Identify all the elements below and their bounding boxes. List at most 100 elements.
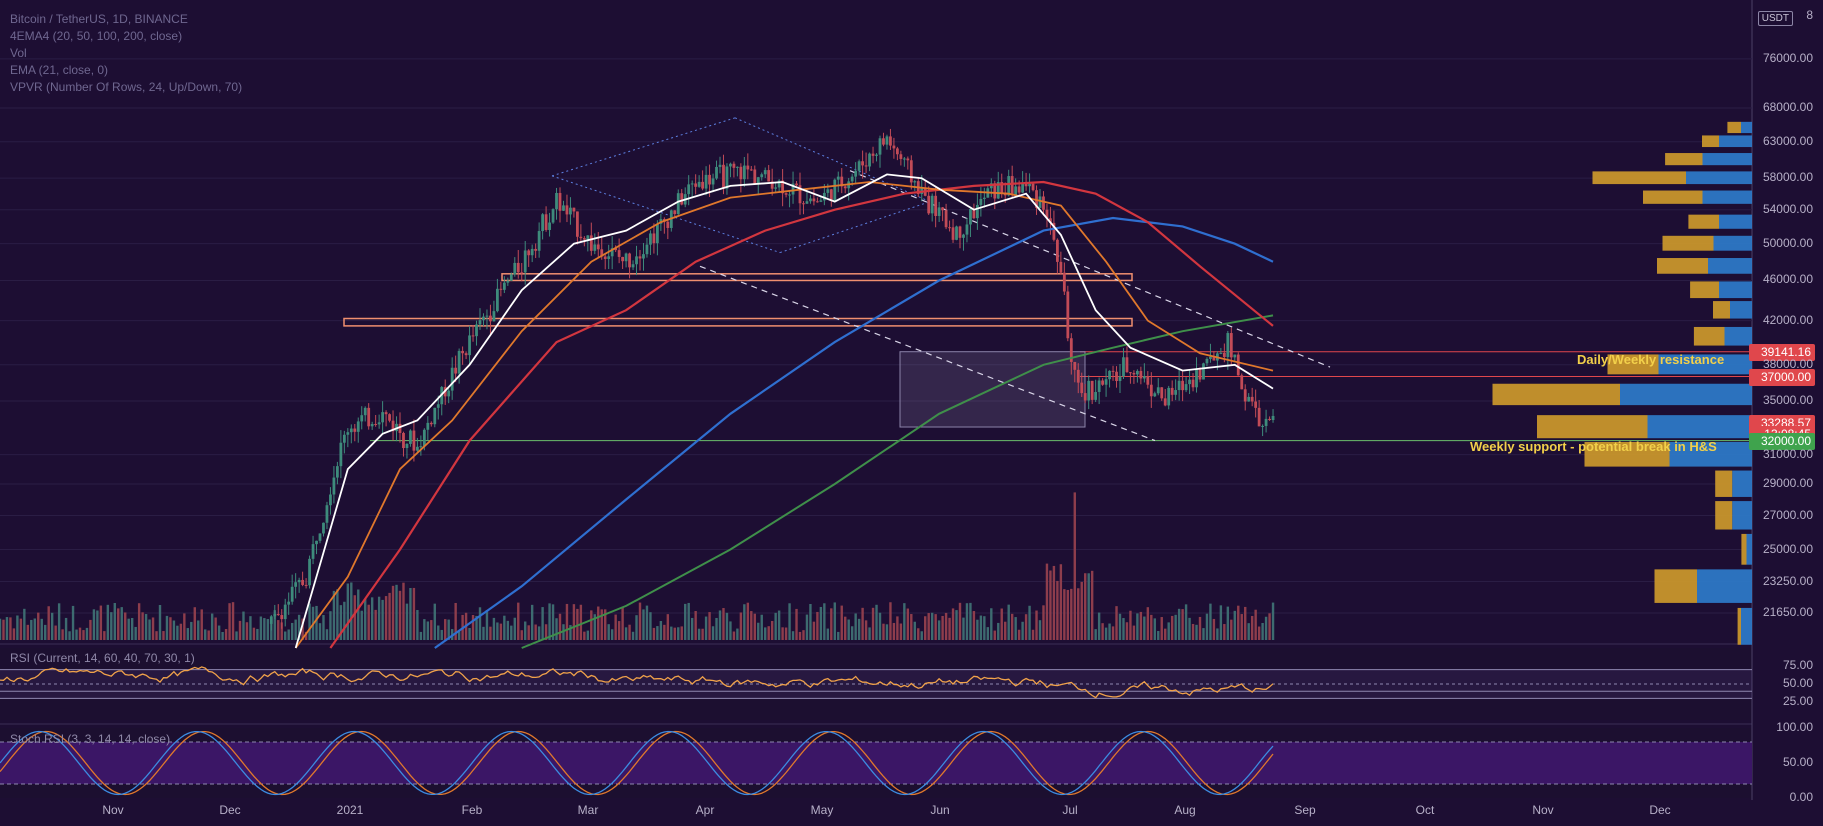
volume-bar (510, 625, 513, 640)
volume-bar (9, 617, 12, 640)
candle (370, 424, 374, 427)
volume-bar (30, 619, 33, 640)
time-tick: Mar (577, 803, 599, 817)
volume-bar (1094, 629, 1097, 640)
candle (596, 244, 600, 250)
volume-bar (600, 609, 603, 640)
volume-bar (937, 620, 941, 640)
volume-bar (524, 621, 527, 640)
volume-bar (823, 603, 826, 640)
volume-bar (892, 622, 896, 640)
candle (962, 234, 965, 238)
time-tick: Sep (1294, 803, 1316, 817)
volume-bar (1230, 619, 1233, 640)
volume-bar (33, 618, 36, 640)
candle (388, 414, 391, 421)
candle (649, 233, 652, 245)
volume-bar (329, 611, 332, 640)
volume-bar (110, 612, 113, 640)
volume-bar (99, 605, 103, 640)
volume-bar (44, 624, 47, 640)
volume-bar (830, 608, 833, 640)
candle (468, 335, 471, 356)
candle (426, 422, 430, 430)
candle (283, 604, 287, 620)
volume-bar (1038, 620, 1042, 640)
volume-bar (364, 598, 367, 640)
resistance-zone (343, 317, 1133, 327)
candle (579, 236, 583, 239)
volume-bar (663, 624, 666, 640)
indicator-tick: 75.00 (1782, 658, 1813, 672)
candle (1090, 380, 1094, 400)
volume-bar (694, 611, 697, 640)
candle (972, 209, 976, 219)
volume-bar (1000, 608, 1003, 640)
volume-bar (336, 589, 339, 640)
ema-orange (294, 181, 1274, 649)
candle (502, 282, 506, 290)
volume-bar (1056, 580, 1059, 640)
candle (708, 174, 711, 185)
vpvr-down (1702, 190, 1752, 204)
volume-bar (638, 602, 642, 640)
legend-ema: 4EMA4 (20, 50, 100, 200, close) (10, 29, 183, 43)
vpvr-down (1702, 153, 1752, 166)
candle (610, 248, 614, 257)
volume-bar (1125, 622, 1129, 640)
candle (722, 164, 725, 189)
volume-bar (1153, 618, 1156, 640)
volume-bar (489, 626, 492, 640)
candle (516, 262, 520, 273)
vpvr-up (1715, 501, 1733, 530)
volume-bar (725, 612, 729, 640)
volume-bar (569, 625, 572, 640)
vpvr-up (1688, 214, 1719, 229)
volume-bar (190, 621, 193, 640)
candle (1111, 370, 1115, 372)
volume-bar (555, 618, 558, 640)
volume-bar (1104, 627, 1108, 640)
candle (318, 533, 322, 541)
candle (402, 432, 405, 449)
price-tick: 50000.00 (1762, 235, 1813, 250)
volume-bar (92, 609, 96, 640)
candle (322, 522, 325, 534)
candle (937, 207, 941, 216)
volume-bar (1216, 628, 1219, 640)
candle (551, 209, 555, 223)
candle (422, 429, 426, 447)
candle (697, 181, 701, 187)
volume-bar (204, 629, 207, 640)
candle (889, 136, 892, 146)
candle (269, 616, 273, 624)
candle (447, 390, 451, 397)
candle (836, 176, 840, 180)
candle (812, 198, 816, 202)
candle (405, 443, 409, 449)
volume-bar (1188, 617, 1191, 640)
candle (635, 256, 638, 265)
candle (729, 163, 732, 167)
time-tick: Feb (461, 803, 483, 817)
currency-badge[interactable]: USDT (1757, 11, 1793, 26)
vpvr-up (1665, 153, 1703, 166)
candle (680, 193, 684, 205)
ema-white (294, 173, 1274, 649)
price-tick: 54000.00 (1762, 201, 1813, 216)
volume-bar (179, 623, 183, 640)
candle (1049, 218, 1052, 223)
candle (1174, 390, 1178, 395)
volume-bar (1007, 604, 1010, 640)
volume-bar (548, 603, 551, 640)
candle (381, 412, 385, 423)
candle (436, 404, 440, 408)
volume-bar (1063, 589, 1066, 640)
candle (1205, 358, 1209, 364)
volume-bar (1264, 616, 1268, 640)
volume-bar (388, 592, 391, 640)
volume-bar (976, 619, 979, 640)
volume-bar (395, 584, 398, 640)
volume-bar (1021, 621, 1024, 640)
